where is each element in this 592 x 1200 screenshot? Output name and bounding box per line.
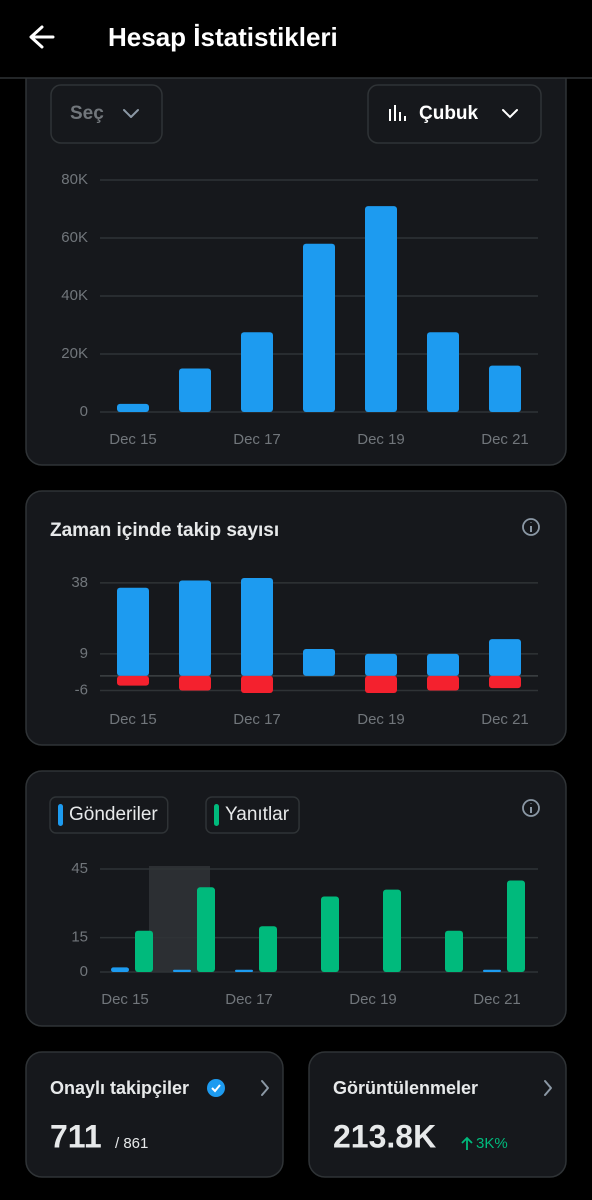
bar (241, 675, 273, 693)
bar (365, 206, 397, 412)
bar (173, 969, 191, 972)
stat-card[interactable] (308, 1051, 567, 1178)
chevron (261, 1080, 269, 1096)
y-tick-label: -6 (75, 682, 88, 699)
y-tick-label: 0 (80, 963, 88, 980)
x-tick-label: Dec 15 (109, 431, 157, 448)
y-tick-label: 20K (61, 345, 88, 362)
legend-swatch (58, 804, 63, 826)
bar (241, 332, 273, 412)
bar (489, 365, 521, 412)
y-tick-label: 9 (80, 645, 88, 662)
bar (383, 889, 401, 972)
bar (445, 930, 463, 972)
x-tick-label: Dec 15 (109, 711, 157, 728)
up-arrow (461, 1136, 473, 1150)
x-tick-label: Dec 19 (349, 991, 397, 1008)
header (0, 0, 592, 78)
chart-type-label: Çubuk (419, 103, 479, 124)
legend-item[interactable] (205, 796, 300, 834)
bar (427, 653, 459, 676)
bar (303, 243, 335, 412)
bar (235, 969, 253, 972)
card-total: / 861 (115, 1135, 148, 1152)
x-tick-label: Dec 21 (481, 431, 529, 448)
filter-dropdown[interactable] (50, 84, 163, 144)
x-tick-label: Dec 17 (225, 991, 273, 1008)
bar (179, 368, 211, 412)
back-button[interactable] (29, 25, 55, 49)
x-tick-label: Dec 21 (473, 991, 521, 1008)
verified-badge (207, 1079, 225, 1097)
bar (179, 675, 211, 691)
x-tick-label: Dec 17 (233, 711, 281, 728)
x-tick-label: Dec 19 (357, 431, 405, 448)
legend-label: Yanıtlar (225, 804, 290, 825)
x-tick-label: Dec 19 (357, 711, 405, 728)
x-tick-label: Dec 21 (481, 711, 529, 728)
card-title: Görüntülenmeler (333, 1078, 478, 1098)
bar (241, 578, 273, 676)
chevron (544, 1080, 552, 1096)
bar (483, 969, 501, 972)
bar (321, 896, 339, 972)
bar (117, 587, 149, 676)
bar (427, 332, 459, 412)
chevron (502, 109, 518, 119)
filter-label: Seç (70, 103, 104, 124)
bar (135, 930, 153, 972)
bar (117, 403, 149, 412)
bar (197, 887, 215, 972)
bar (365, 653, 397, 676)
chart-title: Zaman içinde takip sayısı (50, 520, 279, 541)
y-tick-label: 0 (80, 403, 88, 420)
stat-card[interactable] (25, 1051, 284, 1178)
bar (489, 675, 521, 689)
x-tick-label: Dec 15 (101, 991, 149, 1008)
y-tick-label: 15 (71, 929, 88, 946)
card-change: 3K% (476, 1135, 508, 1152)
header-title: Hesap İstatistikleri (108, 22, 338, 52)
legend-label: Gönderiler (69, 804, 158, 825)
y-tick-label: 80K (61, 171, 88, 188)
card-value: 711 (50, 1118, 102, 1154)
legend-item[interactable] (49, 796, 169, 834)
bar (117, 675, 149, 686)
bar (303, 648, 335, 676)
info-icon[interactable] (522, 518, 540, 536)
y-tick-label: 45 (71, 860, 88, 877)
card-value: 213.8K (333, 1118, 436, 1154)
chart-type-dropdown[interactable] (367, 84, 542, 144)
y-tick-label: 60K (61, 229, 88, 246)
bar (179, 580, 211, 676)
bar (259, 926, 277, 972)
y-tick-label: 40K (61, 287, 88, 304)
bar (111, 967, 129, 972)
chevron (123, 109, 139, 118)
x-tick-label: Dec 17 (233, 431, 281, 448)
card-title: Onaylı takipçiler (50, 1078, 189, 1098)
y-tick-label: 38 (71, 574, 88, 591)
bar (489, 639, 521, 676)
bar-icon (389, 105, 406, 121)
chart-card (25, 49, 567, 466)
legend-swatch (214, 804, 219, 826)
bar (365, 675, 397, 693)
bar (507, 880, 525, 972)
info-icon[interactable] (522, 799, 540, 817)
bar (427, 675, 459, 691)
